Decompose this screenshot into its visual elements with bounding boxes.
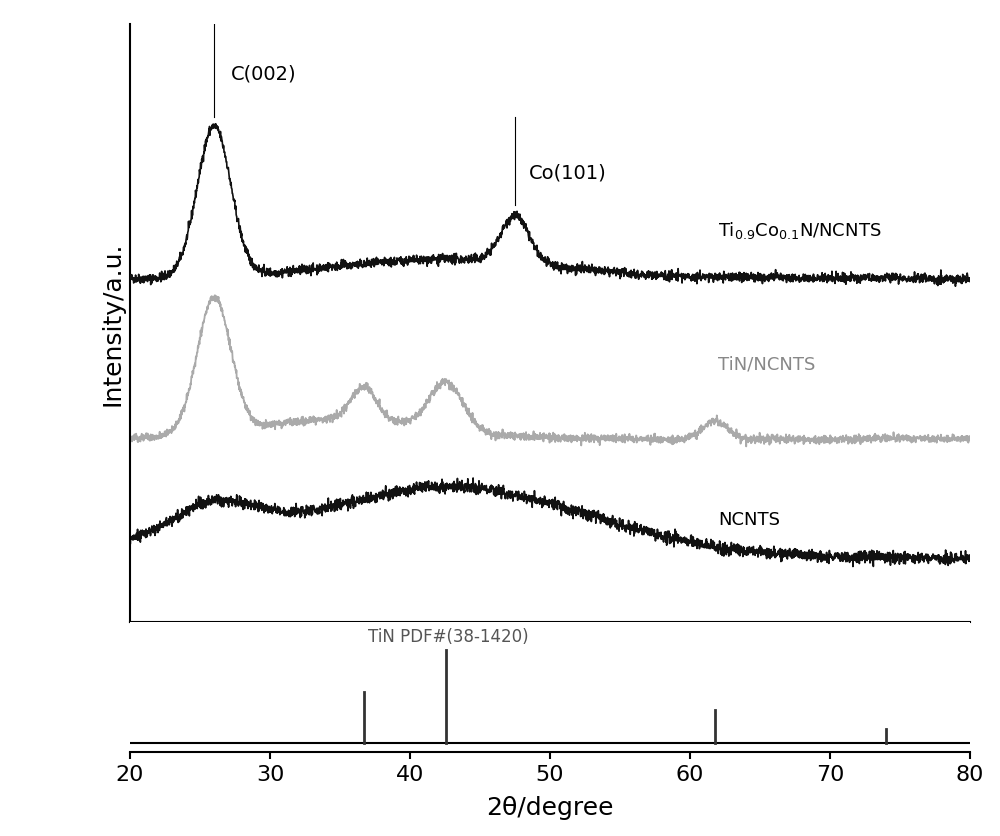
- Text: C(002): C(002): [231, 64, 296, 83]
- Text: Ti$_{0.9}$Co$_{0.1}$N/NCNTS: Ti$_{0.9}$Co$_{0.1}$N/NCNTS: [718, 220, 881, 241]
- Y-axis label: Intensity/a.u.: Intensity/a.u.: [100, 242, 124, 405]
- Text: NCNTS: NCNTS: [718, 510, 780, 528]
- Text: Co(101): Co(101): [529, 163, 607, 182]
- Text: TiN/NCNTS: TiN/NCNTS: [718, 355, 815, 374]
- Text: TiN PDF#(38-1420): TiN PDF#(38-1420): [368, 627, 529, 645]
- Text: 2θ/degree: 2θ/degree: [486, 795, 614, 819]
